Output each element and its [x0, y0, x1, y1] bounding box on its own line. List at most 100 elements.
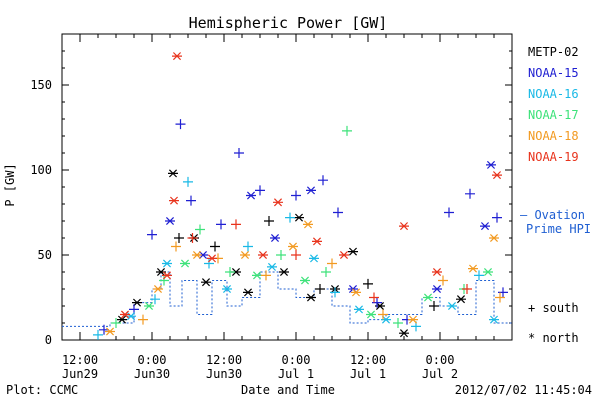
legend-item-noaa-19: NOAA-19: [528, 150, 579, 164]
data-point-south: [393, 318, 403, 328]
data-point-south: [291, 250, 301, 260]
data-point-north: [306, 186, 316, 195]
legend-south-marker: + south: [528, 301, 579, 315]
data-point-north: [312, 237, 322, 246]
footer-timestamp: 2012/07/02 11:45:04: [455, 383, 592, 397]
data-point-north: [306, 293, 316, 302]
data-point-north: [165, 216, 175, 226]
data-point-south: [99, 324, 109, 335]
data-point-north: [432, 284, 442, 294]
legend-item-noaa-18: NOAA-18: [528, 129, 579, 143]
data-point-north: [489, 233, 499, 243]
x-tick-label-date: Jul 1: [350, 367, 386, 381]
x-tick-label-time: 12:00: [206, 353, 242, 367]
series-noaa-17: [111, 125, 493, 328]
data-point-south: [327, 258, 337, 269]
data-point-south: [111, 318, 121, 328]
data-point-north: [408, 315, 418, 324]
data-point-north: [168, 169, 178, 178]
data-point-south: [285, 212, 295, 223]
data-point-north: [339, 250, 349, 260]
data-point-north: [120, 310, 130, 319]
data-point-south: [330, 287, 340, 298]
data-point-north: [153, 284, 163, 294]
data-point-north: [309, 254, 319, 263]
data-point-south: [429, 301, 439, 311]
data-point-south: [378, 309, 388, 320]
data-point-south: [138, 314, 148, 325]
data-point-south: [444, 207, 454, 218]
legend-north-marker: * north: [528, 331, 579, 345]
y-tick-label: 50: [38, 248, 52, 262]
data-point-south: [276, 250, 286, 260]
data-point-south: [438, 275, 448, 286]
data-point-north: [273, 198, 283, 207]
data-point-south: [321, 267, 331, 277]
y-axis: 0 50 100 150: [30, 33, 512, 347]
data-point-south: [261, 270, 271, 281]
data-point-south: [243, 241, 253, 252]
data-point-north: [492, 171, 502, 180]
data-point-north: [447, 301, 457, 311]
data-point-south: [369, 292, 379, 303]
data-point-south: [225, 267, 235, 277]
series-noaa-19: [120, 52, 502, 319]
data-point-south: [150, 294, 160, 305]
ovation-hpi-line: [62, 271, 512, 327]
data-point-north: [432, 267, 442, 277]
series-noaa-18: [105, 220, 505, 336]
data-point-north: [126, 312, 136, 321]
data-point-north: [366, 310, 376, 319]
data-point-south: [318, 175, 328, 186]
legend-ovation-line1: — Ovation: [520, 208, 585, 222]
data-point-south: [234, 148, 244, 158]
legend-item-noaa-16: NOAA-16: [528, 87, 579, 101]
data-point-north: [456, 295, 466, 304]
series-noaa-16: [93, 176, 499, 340]
data-point-north: [399, 329, 409, 338]
data-point-south: [159, 275, 169, 286]
y-tick-label: 100: [30, 163, 52, 177]
data-point-north: [117, 315, 127, 324]
data-point-north: [169, 196, 179, 205]
x-tick-label-time: 0:00: [138, 353, 167, 367]
data-point-south: [363, 278, 373, 289]
data-point-north: [486, 160, 496, 169]
data-point-north: [243, 288, 253, 297]
x-tick-label-time: 12:00: [350, 353, 386, 367]
series-metp-02: [117, 169, 466, 338]
data-point-north: [162, 271, 172, 280]
x-tick-label-time: 0:00: [282, 353, 311, 367]
data-point-south: [462, 284, 472, 294]
data-point-south: [315, 284, 325, 294]
data-point-south: [333, 207, 343, 218]
data-point-north: [480, 222, 490, 231]
footer-plot-credit: Plot: CCMC: [6, 383, 78, 397]
data-point-south: [171, 241, 181, 252]
data-point-north: [105, 327, 115, 336]
data-point-north: [270, 233, 280, 243]
data-point-south: [187, 233, 198, 243]
x-tick-label-date: Jul 1: [278, 367, 314, 381]
legend-item-noaa-15: NOAA-15: [528, 66, 579, 80]
data-point-south: [342, 125, 352, 136]
data-point-north: [180, 259, 190, 268]
data-point-north: [172, 52, 182, 61]
data-point-south: [231, 219, 241, 230]
data-point-north: [252, 271, 262, 280]
data-point-north: [348, 247, 358, 256]
data-point-south: [492, 212, 502, 223]
data-point-north: [423, 293, 433, 302]
data-point-north: [162, 259, 172, 268]
legend-item-metp-02: METP-02: [528, 45, 579, 59]
data-point-south: [372, 297, 382, 308]
data-point-south: [183, 176, 193, 187]
data-point-south: [174, 233, 184, 243]
legend-ovation-line2: Prime HPI: [526, 222, 591, 236]
data-point-south: [495, 292, 505, 303]
data-point-north: [468, 264, 478, 273]
data-point-south: [93, 329, 103, 340]
